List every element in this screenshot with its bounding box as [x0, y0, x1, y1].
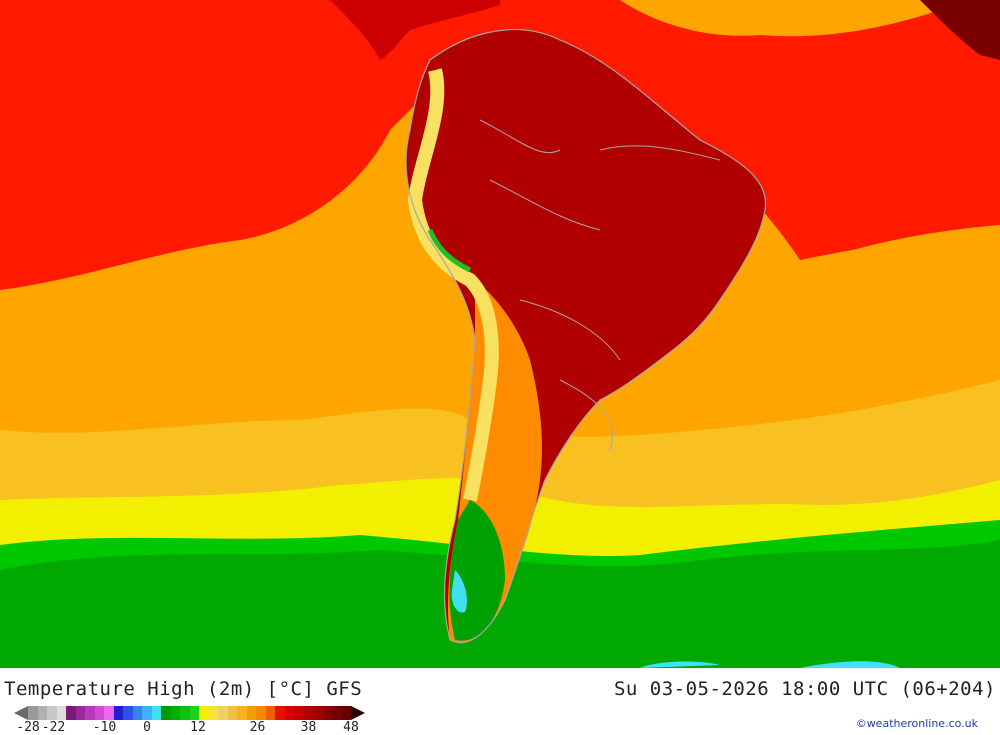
legend-swatch	[94, 706, 104, 720]
legend-tick-label: 48	[343, 720, 359, 735]
legend-swatch	[132, 706, 142, 720]
legend-swatch	[208, 706, 218, 720]
legend-colorbar	[28, 706, 351, 720]
legend-swatch	[218, 706, 228, 720]
africa-corner	[920, 0, 1000, 60]
legend-swatch	[341, 706, 351, 720]
legend-swatch	[47, 706, 57, 720]
legend-swatch	[303, 706, 313, 720]
legend-tick-label: 12	[190, 720, 206, 735]
antarctic-cold-edge	[640, 661, 900, 668]
andes-cold-spot	[451, 570, 467, 613]
legend-swatch	[37, 706, 47, 720]
legend-swatch	[322, 706, 332, 720]
south-atlantic-orange-patch	[820, 225, 1000, 352]
temperature-map[interactable]	[0, 0, 1000, 668]
legend-swatch	[227, 706, 237, 720]
legend-tick-label: 0	[143, 720, 151, 735]
legend-tick-label: -22	[41, 720, 66, 735]
country-borders	[479, 119, 721, 451]
atlantic-orange-patch	[620, 0, 1000, 37]
legend-swatch	[256, 706, 266, 720]
central-america	[330, 0, 500, 60]
forecast-datetime: Su 03-05-2026 18:00 UTC (06+204)	[613, 678, 996, 700]
andes-green-strip	[427, 228, 472, 273]
coastline	[405, 29, 767, 644]
legend-swatch	[151, 706, 161, 720]
legend-swatch	[180, 706, 190, 720]
legend-swatch	[237, 706, 247, 720]
legend-swatch	[85, 706, 95, 720]
legend-swatch	[275, 706, 285, 720]
andes-ridge	[407, 68, 499, 502]
legend-swatch	[75, 706, 85, 720]
legend-swatch	[66, 706, 76, 720]
legend-swatch	[265, 706, 275, 720]
legend-tick-label: -10	[92, 720, 117, 735]
legend-swatch	[170, 706, 180, 720]
legend-arrow-right-icon	[351, 706, 365, 720]
legend-swatch	[246, 706, 256, 720]
footer	[0, 668, 1000, 733]
legend-tick-label: -28	[16, 720, 40, 735]
legend-swatch	[123, 706, 133, 720]
legend-swatch	[104, 706, 114, 720]
legend-swatch	[189, 706, 199, 720]
legend-swatch	[199, 706, 209, 720]
legend-swatch	[313, 706, 323, 720]
legend-tick-label: 38	[300, 720, 317, 735]
hot-ocean-band	[0, 0, 1000, 290]
legend-tick-label: 26	[249, 720, 266, 735]
legend-swatch	[161, 706, 171, 720]
legend-arrow-left-icon	[14, 706, 28, 720]
legend-swatch	[284, 706, 294, 720]
legend-swatch	[142, 706, 152, 720]
map-title: Temperature High (2m) [°C] GFS	[4, 678, 363, 700]
legend-swatch	[294, 706, 304, 720]
legend-swatch	[28, 706, 38, 720]
credit-link[interactable]: ©weatheronline.co.uk	[855, 717, 978, 730]
legend-swatch	[332, 706, 342, 720]
legend-swatch	[56, 706, 66, 720]
legend-swatch	[113, 706, 123, 720]
